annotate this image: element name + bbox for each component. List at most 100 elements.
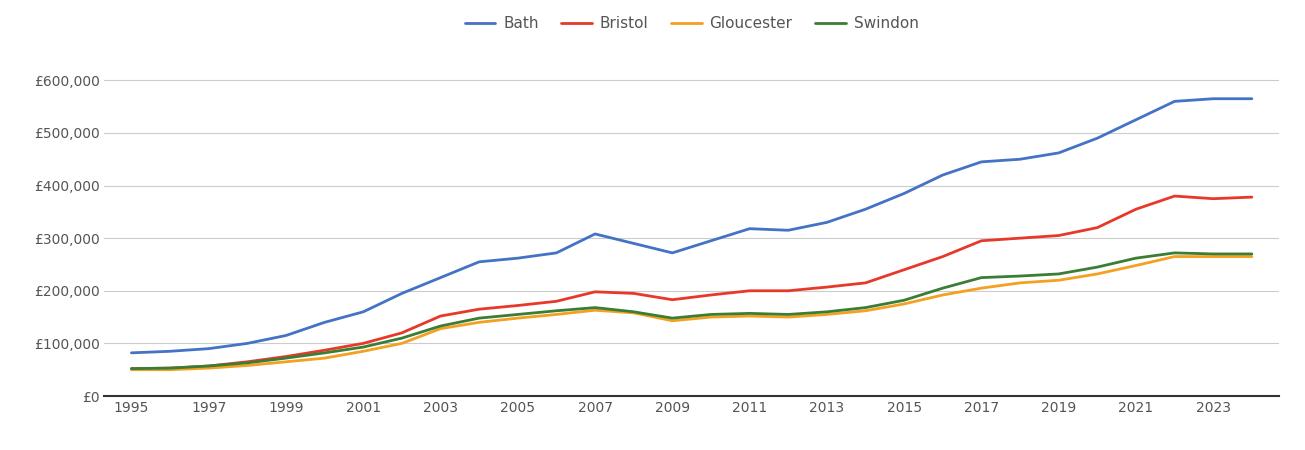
Bath (162, 349, 177, 354)
Gloucester (162, 367, 177, 373)
Swindon (1128, 256, 1143, 261)
Swindon (974, 275, 989, 280)
Swindon (355, 344, 371, 350)
Swindon (240, 360, 256, 365)
Swindon (820, 309, 835, 315)
Bath (780, 228, 796, 233)
Bristol (741, 288, 757, 293)
Swindon (317, 350, 333, 356)
Bristol (626, 291, 642, 296)
Gloucester (1051, 278, 1066, 283)
Bath (664, 250, 680, 256)
Gloucester (1128, 263, 1143, 268)
Bath (974, 159, 989, 165)
Bath (471, 259, 487, 265)
Bristol (1051, 233, 1066, 238)
Bath (355, 309, 371, 315)
Bath (1167, 99, 1182, 104)
Swindon (857, 305, 873, 310)
Swindon (471, 315, 487, 321)
Gloucester (974, 285, 989, 291)
Bristol (433, 313, 449, 319)
Swindon (741, 310, 757, 316)
Bath (1090, 135, 1105, 141)
Gloucester (394, 341, 410, 346)
Bristol (124, 366, 140, 371)
Swindon (162, 365, 177, 371)
Bath (433, 275, 449, 280)
Bath (703, 238, 719, 243)
Swindon (201, 363, 217, 369)
Bristol (201, 363, 217, 369)
Swindon (780, 312, 796, 317)
Swindon (124, 366, 140, 371)
Swindon (433, 323, 449, 328)
Gloucester (278, 359, 294, 364)
Line: Gloucester: Gloucester (132, 256, 1251, 370)
Bristol (317, 347, 333, 353)
Bristol (1128, 207, 1143, 212)
Swindon (626, 309, 642, 315)
Bath (548, 250, 564, 256)
Gloucester (433, 326, 449, 331)
Swindon (934, 285, 950, 291)
Gloucester (897, 301, 912, 306)
Swindon (1206, 251, 1221, 256)
Bristol (510, 303, 526, 308)
Bath (934, 172, 950, 178)
Bristol (780, 288, 796, 293)
Gloucester (820, 312, 835, 317)
Line: Bath: Bath (132, 99, 1251, 353)
Line: Bristol: Bristol (132, 196, 1251, 369)
Bristol (820, 284, 835, 290)
Bristol (355, 341, 371, 346)
Gloucester (510, 315, 526, 321)
Bristol (703, 292, 719, 298)
Bristol (162, 365, 177, 371)
Gloucester (1013, 280, 1028, 286)
Bath (741, 226, 757, 231)
Swindon (278, 356, 294, 361)
Bath (510, 256, 526, 261)
Gloucester (664, 318, 680, 324)
Bristol (934, 254, 950, 259)
Bath (1206, 96, 1221, 101)
Gloucester (1244, 254, 1259, 259)
Bristol (1013, 235, 1028, 241)
Bath (124, 350, 140, 356)
Gloucester (587, 307, 603, 313)
Bristol (1244, 194, 1259, 200)
Bath (820, 220, 835, 225)
Bristol (664, 297, 680, 302)
Bristol (548, 299, 564, 304)
Swindon (1244, 251, 1259, 256)
Bath (897, 191, 912, 196)
Bath (240, 341, 256, 346)
Swindon (664, 315, 680, 321)
Gloucester (548, 312, 564, 317)
Gloucester (124, 367, 140, 373)
Bristol (1206, 196, 1221, 202)
Bath (1244, 96, 1259, 101)
Swindon (394, 335, 410, 341)
Gloucester (1167, 254, 1182, 259)
Gloucester (1090, 271, 1105, 277)
Swindon (1167, 250, 1182, 256)
Swindon (510, 312, 526, 317)
Bath (1013, 157, 1028, 162)
Swindon (1090, 265, 1105, 270)
Gloucester (626, 310, 642, 315)
Bristol (587, 289, 603, 294)
Bath (278, 333, 294, 338)
Legend: Bath, Bristol, Gloucester, Swindon: Bath, Bristol, Gloucester, Swindon (459, 10, 924, 37)
Gloucester (355, 349, 371, 354)
Gloucester (317, 356, 333, 361)
Swindon (1013, 273, 1028, 279)
Bristol (471, 306, 487, 312)
Bristol (897, 267, 912, 272)
Bath (587, 231, 603, 237)
Swindon (1051, 271, 1066, 277)
Gloucester (857, 308, 873, 314)
Bristol (240, 359, 256, 364)
Gloucester (471, 320, 487, 325)
